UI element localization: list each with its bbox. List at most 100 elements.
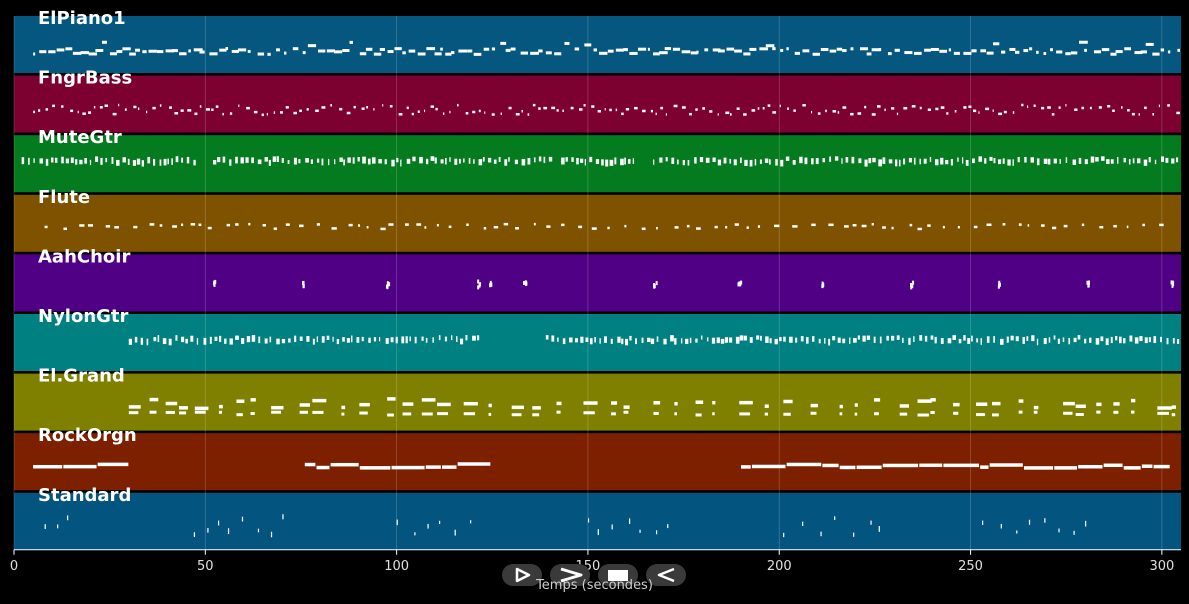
note — [390, 337, 394, 343]
note — [1110, 336, 1113, 344]
note — [594, 336, 597, 343]
track-label: MuteGtr — [38, 127, 122, 148]
note — [209, 336, 212, 344]
track-label: ElPiano1 — [38, 8, 126, 29]
note — [394, 47, 402, 51]
note — [1142, 223, 1145, 227]
note — [919, 463, 943, 468]
note — [348, 223, 353, 227]
note — [963, 335, 966, 341]
note — [538, 156, 542, 162]
note — [359, 402, 370, 407]
note — [764, 412, 768, 416]
note — [1059, 158, 1061, 164]
note — [924, 335, 928, 342]
note — [321, 158, 324, 166]
note — [717, 159, 722, 166]
note — [466, 223, 469, 226]
note — [976, 402, 988, 406]
note — [1050, 48, 1053, 52]
note — [896, 335, 900, 340]
note — [436, 223, 439, 227]
note — [764, 158, 769, 163]
note — [857, 112, 862, 115]
note — [229, 338, 233, 345]
note — [957, 225, 960, 229]
note — [870, 520, 872, 525]
note — [97, 462, 129, 467]
note — [1160, 336, 1162, 343]
note — [304, 462, 316, 467]
note — [729, 113, 732, 116]
note — [574, 47, 580, 51]
note — [533, 157, 536, 163]
note — [717, 49, 725, 53]
note — [473, 159, 475, 164]
note — [440, 47, 443, 51]
note — [307, 44, 317, 48]
track-notes — [33, 40, 1181, 56]
note — [148, 49, 157, 53]
note — [276, 48, 280, 52]
note — [957, 157, 959, 162]
note — [425, 158, 429, 165]
track-label: Flute — [38, 187, 90, 208]
x-tick-label: 50 — [197, 559, 214, 574]
note — [484, 111, 486, 114]
note — [395, 336, 398, 344]
note — [1130, 398, 1136, 403]
note — [888, 159, 893, 164]
note — [913, 157, 916, 165]
note — [898, 159, 901, 167]
note — [226, 223, 231, 227]
note — [449, 110, 451, 114]
note — [751, 464, 786, 469]
note — [655, 530, 658, 535]
track-label: FngrBass — [38, 68, 132, 89]
note — [655, 281, 658, 286]
note — [617, 336, 621, 343]
note — [1171, 283, 1174, 288]
note — [548, 156, 553, 162]
note — [1033, 104, 1036, 108]
note — [133, 225, 138, 229]
note — [153, 337, 157, 342]
note — [357, 156, 360, 162]
note — [105, 225, 111, 228]
note — [800, 336, 804, 342]
note — [665, 157, 668, 162]
note — [299, 109, 302, 113]
note — [1127, 109, 1130, 112]
note — [271, 405, 284, 410]
note — [868, 158, 872, 164]
note — [367, 158, 371, 165]
note — [768, 159, 771, 165]
note — [448, 225, 452, 229]
note — [1030, 157, 1035, 163]
note — [919, 158, 921, 165]
play-button[interactable] — [502, 564, 542, 586]
stop-button[interactable] — [598, 564, 638, 586]
note — [241, 516, 244, 522]
note — [1171, 405, 1177, 409]
note — [706, 337, 709, 342]
note — [899, 404, 910, 408]
note — [357, 224, 361, 227]
note — [653, 401, 661, 405]
note — [196, 338, 199, 345]
note — [267, 52, 271, 56]
rewind-button[interactable] — [646, 564, 686, 586]
note — [1105, 338, 1109, 346]
forward-button[interactable] — [550, 564, 590, 586]
note — [786, 47, 789, 51]
note — [551, 106, 556, 110]
note — [434, 52, 442, 56]
note — [214, 336, 218, 341]
note — [886, 335, 889, 341]
note — [879, 336, 882, 344]
note — [52, 104, 56, 108]
note — [623, 48, 628, 52]
note — [1023, 466, 1054, 470]
note — [783, 399, 793, 404]
